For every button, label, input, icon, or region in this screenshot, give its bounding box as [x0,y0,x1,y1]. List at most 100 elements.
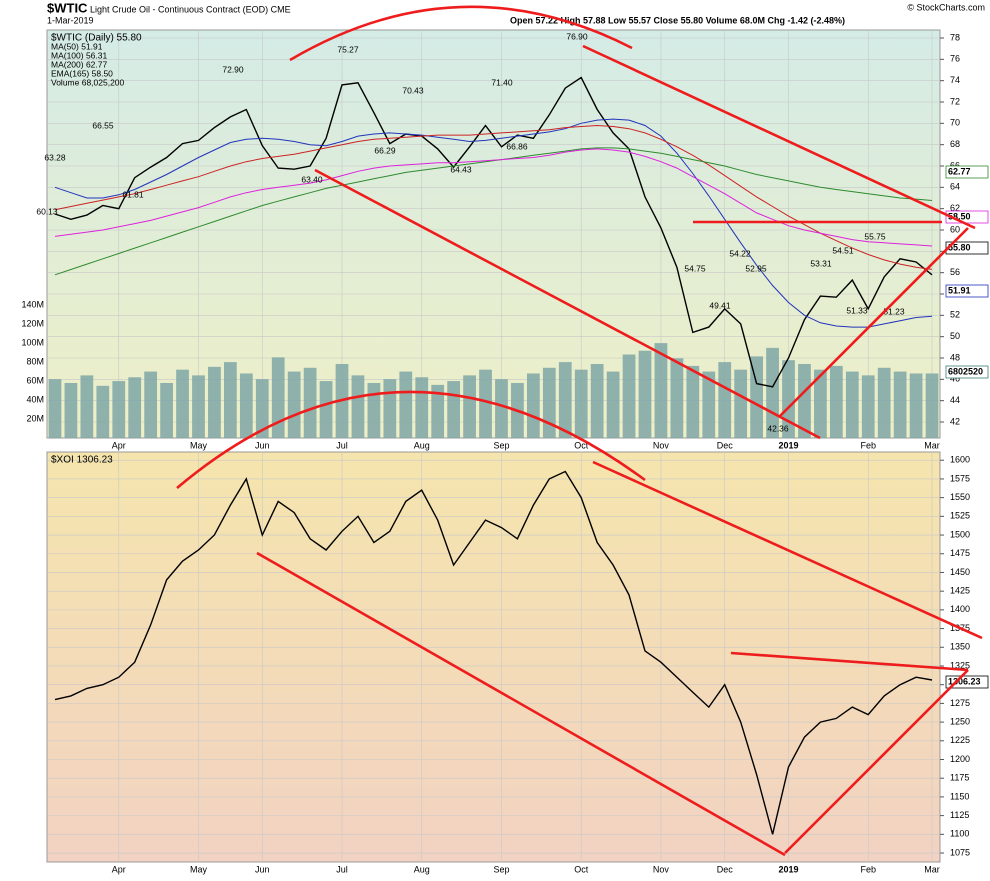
volume-bar [829,365,843,438]
annotation: 49.41 [709,300,731,310]
annotation: 51.23 [883,306,905,316]
volume-bar [925,373,939,438]
volume-bar [287,371,301,438]
ma-line [54,118,933,328]
value-tag: 6802520 [948,366,983,376]
volume-bar [622,354,636,438]
annotation: 54.51 [832,245,854,255]
arc [289,5,633,62]
x-tick-label: Mar [924,864,940,874]
annotation: 71.40 [491,77,513,87]
y-tick-label: 1250 [950,716,970,726]
volume-bar [590,363,604,438]
x-tick-label: Jun [255,440,270,450]
annotation: 63.40 [301,174,323,184]
x-tick-label: Oct [574,864,589,874]
annotation: 75.27 [337,44,359,54]
volume-bar [431,384,445,438]
annotation: 61.81 [122,189,144,199]
x-tick-label: Apr [112,440,126,450]
value-tag-box [945,284,989,298]
y-tick-label: 72 [950,96,960,106]
volume-bar [160,382,173,438]
y-tick-label: 1600 [950,455,970,465]
value-tag: 62.77 [948,166,971,176]
annotation: 66.55 [92,120,114,130]
annotation: 42.36 [767,423,789,433]
y-tick-label: 42 [950,416,960,426]
volume-bar [239,373,253,438]
volume-bar [893,371,907,438]
y-tick-label: 74 [950,75,960,85]
x-tick-label: 2019 [778,864,798,874]
source: © StockCharts.com [907,2,985,12]
annotation: 64.43 [450,164,472,174]
legend-entry: MA(50) 51.91 [51,41,103,51]
volume-bar [463,375,476,438]
trendlines [176,5,983,857]
legend-entry: EMA(165) 58.50 [51,68,113,78]
x-tick-label: Apr [112,864,126,874]
y-tick-label: 1350 [950,642,970,652]
y-tick-label: 60 [950,224,960,234]
volume-bar [845,371,859,438]
y-tick-label: 1325 [950,660,970,670]
y-tick-label: 1225 [950,735,970,745]
y-tick-label: 44 [950,395,960,405]
y2-tick-label: 40M [26,394,44,404]
ma-line [54,148,933,247]
y2-tick-label: 60M [26,375,44,385]
volume-bar [255,379,269,438]
volume-bar [606,371,620,438]
x-tick-label: Jun [255,864,270,874]
y-tick-label: 62 [950,203,960,213]
y-tick-label: 78 [950,32,960,42]
annotation: 63.28 [44,152,66,162]
annotation: 55.75 [864,231,886,241]
volume-bar [399,371,413,438]
arc [176,390,646,489]
y-tick-label: 52 [950,310,960,320]
legend-entry: $WTIC (Daily) 55.80 [51,33,142,44]
trendline [256,551,786,857]
volume-bar [271,357,285,438]
x-tick-label: Aug [414,440,430,450]
y-tick-label: 1200 [950,754,970,764]
subtitle: Light Crude Oil - Continuous Contract (E… [90,4,291,14]
y-tick-label: 1475 [950,548,970,558]
legend-entry: $XOI 1306.23 [51,455,113,466]
annotation: 52.95 [745,263,767,273]
y-tick-label: 1575 [950,473,970,483]
trendline [779,227,969,417]
volume-bar [319,381,333,438]
volume-bar [798,363,811,438]
trendline [784,669,969,854]
y-tick-label: 76 [950,54,960,64]
volume-bar [861,375,875,438]
panel-bottom [46,451,941,863]
trendline [592,460,983,640]
value-tag: 51.91 [948,285,971,295]
value-tag-box [945,241,989,255]
volume-bar [48,379,62,438]
x-tick-label: Jul [336,864,348,874]
volume-bar [558,362,572,438]
volume-bar [415,377,429,438]
x-tick-label: Nov [653,440,670,450]
y-tick-label: 1275 [950,698,970,708]
annotation: 54.75 [684,263,706,273]
volume-bar [702,371,716,438]
volume-bar [176,369,189,438]
y-tick-label: 66 [950,160,960,170]
y-tick-label: 1150 [950,791,969,801]
volume-bar [447,381,461,438]
volume-bar [686,365,700,438]
x-tick-label: Oct [574,440,589,450]
date: 1-Mar-2019 [47,15,94,25]
volume-bar [224,362,237,438]
annotation: 70.43 [402,85,424,95]
y-tick-label: 1500 [950,529,970,539]
volume-bar [303,367,317,438]
volume-bar [574,369,588,438]
